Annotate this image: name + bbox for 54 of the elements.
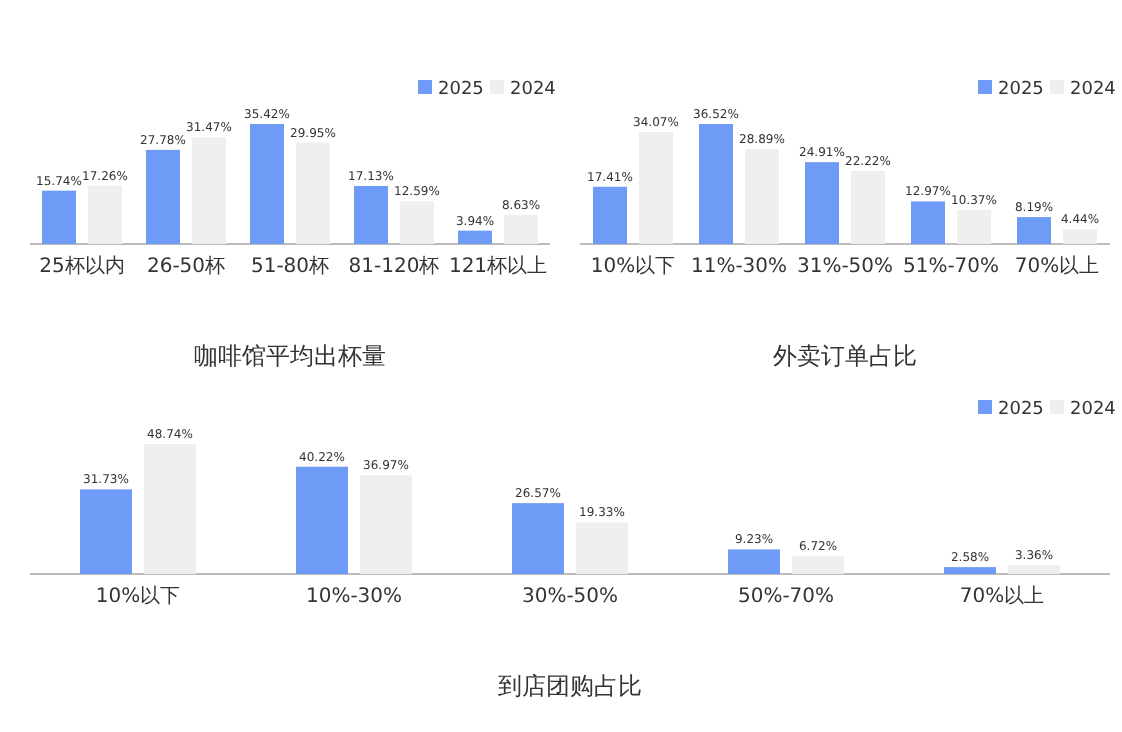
legend-label: 2025 <box>998 400 1044 420</box>
bar <box>296 142 330 244</box>
x-tick-label: 70%以上 <box>959 584 1045 608</box>
text: 咖啡馆平均出杯量 <box>194 342 386 370</box>
x-tick-label: 10%以下 <box>590 254 676 278</box>
bar <box>504 214 538 244</box>
bar <box>805 162 839 244</box>
x-tick-label: 31%-50% <box>796 256 894 278</box>
bar <box>851 170 885 244</box>
x-tick-label: 10%-30% <box>305 586 403 608</box>
text: 外卖订单占比 <box>773 342 917 370</box>
legend-label: 2024 <box>1070 80 1117 100</box>
bar <box>354 185 388 244</box>
bar <box>144 444 196 574</box>
legend-label: 2024 <box>1070 400 1117 420</box>
x-tick-label: 10%以下 <box>95 584 181 608</box>
bar <box>250 124 284 244</box>
bar <box>42 190 76 244</box>
bar <box>1017 217 1051 244</box>
x-tick-label: 50%-70% <box>737 586 835 608</box>
bar <box>512 503 564 574</box>
text: 到店团购占比 <box>498 672 642 700</box>
x-tick-label: 81-120杯 <box>348 254 440 278</box>
bar <box>88 185 122 244</box>
bar <box>576 522 628 574</box>
bar <box>360 475 412 574</box>
x-tick-label: 26-50杯 <box>146 254 226 278</box>
bar <box>728 549 780 574</box>
bar <box>792 556 844 574</box>
bar <box>745 149 779 244</box>
bar <box>80 489 132 574</box>
x-tick-label: 11%-30% <box>690 256 788 278</box>
legend-label: 2025 <box>998 80 1044 100</box>
bar <box>400 201 434 244</box>
x-tick-label: 30%-50% <box>521 586 619 608</box>
bar <box>146 149 180 244</box>
bar <box>1008 565 1060 574</box>
bar <box>957 209 991 244</box>
x-tick-label: 121杯以上 <box>448 254 548 278</box>
bar <box>192 137 226 244</box>
legend-label: 2024 <box>510 80 557 100</box>
bar <box>296 466 348 574</box>
bar <box>593 186 627 244</box>
x-tick-label: 51-80杯 <box>250 254 330 278</box>
x-tick-label: 25杯以内 <box>39 254 125 278</box>
x-tick-label: 51%-70% <box>902 256 1000 278</box>
x-tick-label: 70%以上 <box>1014 254 1100 278</box>
bar <box>911 201 945 244</box>
bar <box>944 567 996 574</box>
bar <box>639 132 673 244</box>
bar <box>699 124 733 244</box>
bar <box>458 230 492 244</box>
legend-label: 2025 <box>438 80 484 100</box>
bar <box>1063 229 1097 244</box>
